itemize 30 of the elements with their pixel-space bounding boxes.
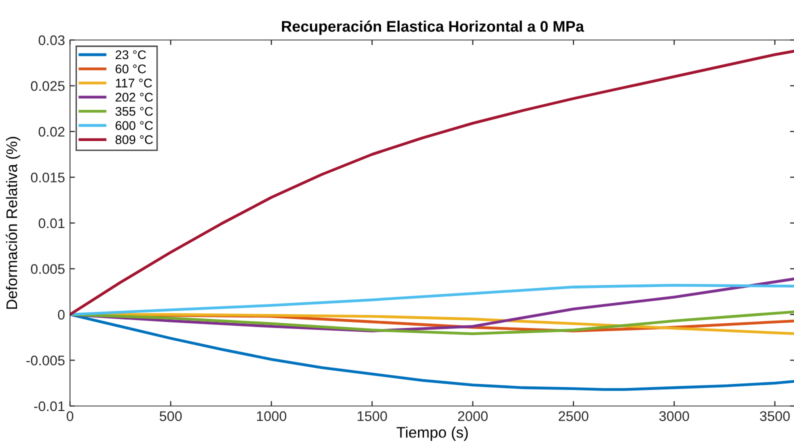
y-tick-label: -0.005 bbox=[26, 356, 65, 366]
x-axis-title: Tiempo (s) bbox=[396, 426, 468, 441]
legend-label: 809 °C bbox=[116, 135, 153, 144]
legend-label: 23 °C bbox=[116, 50, 146, 60]
x-tick-label: 3000 bbox=[659, 411, 690, 422]
legend-label: 355 °C bbox=[115, 106, 153, 116]
legend-label: 202 °C bbox=[116, 92, 153, 102]
x-tick-label: 500 bbox=[160, 411, 182, 422]
chart-title: Recuperación Elastica Horizontal a 0 MPa bbox=[282, 20, 584, 35]
legend-label: 600 °C bbox=[116, 121, 153, 130]
y-tick-label: 0.015 bbox=[30, 172, 65, 182]
x-tick-label: 1000 bbox=[257, 411, 286, 422]
x-tick-label: 2500 bbox=[558, 411, 588, 422]
y-tick-label: 0 bbox=[58, 310, 65, 320]
x-tick-label: 2000 bbox=[458, 411, 488, 422]
y-tick-label: -0.01 bbox=[34, 401, 64, 412]
y-axis-title: Deformación Relativa (%) bbox=[6, 136, 20, 309]
y-tick-label: 0.01 bbox=[38, 218, 64, 228]
legend-label: 60 °C bbox=[116, 64, 146, 74]
line-series bbox=[70, 313, 794, 391]
y-tick-label: 0.03 bbox=[38, 35, 65, 46]
legend-label: 117 °C bbox=[116, 78, 152, 88]
y-tick-label: 0.025 bbox=[30, 81, 65, 91]
x-tick-label: 3500 bbox=[760, 411, 790, 422]
line-series bbox=[70, 284, 794, 316]
x-tick-label: 1500 bbox=[358, 411, 387, 422]
line-series bbox=[70, 50, 794, 316]
y-tick-label: 0.02 bbox=[38, 126, 64, 137]
x-tick-label: 0 bbox=[66, 411, 74, 422]
y-tick-label: 0.005 bbox=[30, 264, 65, 274]
